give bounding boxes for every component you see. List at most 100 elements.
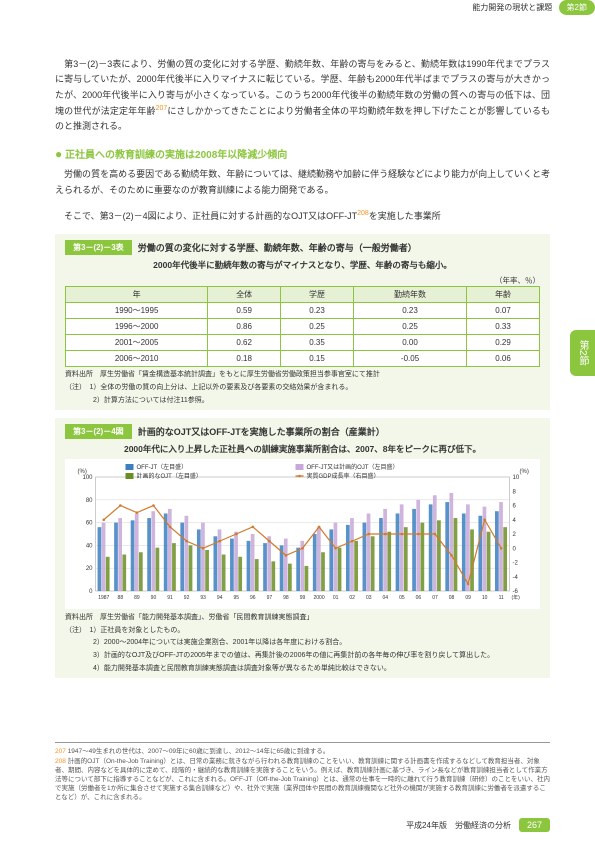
table-header-row: 年 全体 学歴 勤続年数 年齢 xyxy=(66,287,540,303)
svg-text:4: 4 xyxy=(513,518,517,524)
svg-text:96: 96 xyxy=(250,595,256,601)
svg-text:88: 88 xyxy=(118,595,124,601)
figure-note4: 4）能力開発基本調査と民間教育訓練実態調査は調査対象等が異なるため単純比較はでき… xyxy=(65,664,540,674)
para3a: そこで、第3－(2)－4図により、正社員に対する計画的なOJT又はOFF-JT xyxy=(55,211,357,221)
running-title: 能力開発の現状と課題 xyxy=(472,3,552,12)
cell: 0.25 xyxy=(353,319,466,335)
col-head: 勤続年数 xyxy=(353,287,466,303)
svg-text:10: 10 xyxy=(513,475,520,481)
svg-text:06: 06 xyxy=(416,595,422,601)
cell: -0.05 xyxy=(353,351,466,367)
para3b: を実施した事業所 xyxy=(369,211,441,221)
paragraph-1: 第3－(2)－3表により、労働の質の変化に対する学歴、勤続年数、年齢の寄与をみる… xyxy=(55,57,550,134)
footer-text: 平成24年版 労働経済の分析 xyxy=(406,820,511,831)
svg-text:97: 97 xyxy=(267,595,273,601)
svg-text:計画的なOJT（左目盛）: 計画的なOJT（左目盛） xyxy=(137,472,202,480)
svg-text:60: 60 xyxy=(86,520,93,526)
footnote-ref-208: 208 xyxy=(357,210,369,217)
page-number: 267 xyxy=(519,818,550,832)
figure-subtitle: 2000年代に入り上昇した正社員への訓練実施事業所割合は、2007、8年をピーク… xyxy=(65,443,540,455)
table-unit: （年率、％） xyxy=(65,275,540,286)
svg-text:2000: 2000 xyxy=(313,595,324,601)
svg-text:(%): (%) xyxy=(78,469,87,475)
footnote-207: 1947～49生まれの世代は、2007～09年に60歳に到達し、2012～14年… xyxy=(68,748,330,755)
figure-chip: 第3－(2)－4図 xyxy=(65,424,132,439)
footnote-ref-207: 207 xyxy=(156,105,168,112)
svg-text:-4: -4 xyxy=(513,575,519,581)
table-note1: （注） 1）全体の労働の質の向上分は、上記以外の要素及び各要素の交絡効果が含まれ… xyxy=(65,383,540,393)
table-note2: 2）計算方法については付注11参照。 xyxy=(65,396,540,406)
cell: 0.35 xyxy=(281,335,354,351)
cell: 2001～2005 xyxy=(66,335,208,351)
figure-title: 計画的なOJT又はOFF-JTを実施した事業所の割合（産業計） xyxy=(138,425,385,438)
cell: 0.29 xyxy=(467,335,540,351)
table-row: 1996～2000 0.86 0.25 0.25 0.33 xyxy=(66,319,540,335)
col-head: 全体 xyxy=(208,287,281,303)
svg-text:0: 0 xyxy=(89,589,93,595)
svg-text:94: 94 xyxy=(217,595,223,601)
table-row: 2001～2005 0.62 0.35 0.00 0.29 xyxy=(66,335,540,351)
svg-text:80: 80 xyxy=(86,498,93,504)
cell: 0.59 xyxy=(208,303,281,319)
svg-text:90: 90 xyxy=(151,595,157,601)
svg-text:10: 10 xyxy=(482,595,488,601)
svg-text:93: 93 xyxy=(200,595,206,601)
figure-box: 第3－(2)－4図 計画的なOJT又はOFF-JTを実施した事業所の割合（産業計… xyxy=(55,418,550,678)
figure-note3: 3）計画的なOJT及びOFF-JTの2005年までの値は、再集計後の2006年の… xyxy=(65,651,540,661)
svg-text:実質GDP成長率（右目盛）: 実質GDP成長率（右目盛） xyxy=(307,472,380,480)
chart-svg: 020406080100-6-4-20246810(%)(%)198788899… xyxy=(65,459,540,609)
svg-text:98: 98 xyxy=(283,595,289,601)
svg-text:92: 92 xyxy=(184,595,190,601)
table-row: 1990～1995 0.59 0.23 0.23 0.07 xyxy=(66,303,540,319)
bullet-icon: ● xyxy=(55,147,62,161)
svg-text:0: 0 xyxy=(513,546,517,552)
svg-text:(%): (%) xyxy=(520,469,529,475)
svg-text:91: 91 xyxy=(167,595,173,601)
svg-text:09: 09 xyxy=(465,595,471,601)
svg-text:OFF-JT（左目盛）: OFF-JT（左目盛） xyxy=(137,463,188,471)
cell: 0.00 xyxy=(353,335,466,351)
svg-text:8: 8 xyxy=(513,489,517,495)
svg-text:11: 11 xyxy=(499,595,504,601)
col-head: 年 xyxy=(66,287,208,303)
svg-text:(年): (年) xyxy=(512,594,521,601)
svg-text:OFF-JT又は計画的OJT（左目盛）: OFF-JT又は計画的OJT（左目盛） xyxy=(307,463,399,471)
table-chip: 第3－(2)－3表 xyxy=(65,240,132,255)
section-heading-text: 正社員への教育訓練の実施は2008年以降減少傾向 xyxy=(65,150,287,161)
footnote-num: 207 xyxy=(55,748,66,755)
table-source: 資料出所 厚生労働省「賃金構造基本統計調査」をもとに厚生労働省労働政策担当参事官… xyxy=(65,370,540,380)
svg-text:1987: 1987 xyxy=(98,595,109,601)
cell: 0.18 xyxy=(208,351,281,367)
cell: 1996～2000 xyxy=(66,319,208,335)
cell: 1990～1995 xyxy=(66,303,208,319)
section-heading: ● 正社員への教育訓練の実施は2008年以降減少傾向 xyxy=(55,146,550,161)
svg-text:07: 07 xyxy=(432,595,438,601)
svg-text:2: 2 xyxy=(513,532,517,538)
page-footer: 平成24年版 労働経済の分析 267 xyxy=(406,818,550,832)
svg-text:01: 01 xyxy=(333,595,339,601)
svg-text:08: 08 xyxy=(449,595,455,601)
cell: 0.15 xyxy=(281,351,354,367)
cell: 0.33 xyxy=(467,319,540,335)
cell: 0.23 xyxy=(281,303,354,319)
cell: 0.62 xyxy=(208,335,281,351)
svg-text:99: 99 xyxy=(300,595,306,601)
figure-source: 資料出所 厚生労働省「能力開発基本調査」、労働省「民間教育訓練実態調査」 xyxy=(65,613,540,623)
table-row: 2006～2010 0.18 0.15 -0.05 0.06 xyxy=(66,351,540,367)
svg-text:89: 89 xyxy=(134,595,140,601)
footnote-208: 計画的OJT（On-the-Job Training）とは、日常の業務に就きなが… xyxy=(55,758,550,801)
cell: 0.25 xyxy=(281,319,354,335)
svg-text:-2: -2 xyxy=(513,560,519,566)
cell: 0.07 xyxy=(467,303,540,319)
svg-text:20: 20 xyxy=(86,566,93,572)
cell: 0.23 xyxy=(353,303,466,319)
paragraph-3: そこで、第3－(2)－4図により、正社員に対する計画的なOJT又はOFF-JT2… xyxy=(55,208,550,224)
col-head: 学歴 xyxy=(281,287,354,303)
footnote-num: 208 xyxy=(55,758,66,765)
svg-text:40: 40 xyxy=(86,543,93,549)
data-table: 年 全体 学歴 勤続年数 年齢 1990～1995 0.59 0.23 0.23… xyxy=(65,286,540,367)
svg-text:05: 05 xyxy=(399,595,405,601)
svg-text:03: 03 xyxy=(366,595,372,601)
svg-text:6: 6 xyxy=(513,503,517,509)
table-title: 労働の質の変化に対する学歴、勤続年数、年齢の寄与（一般労働者） xyxy=(138,241,417,254)
